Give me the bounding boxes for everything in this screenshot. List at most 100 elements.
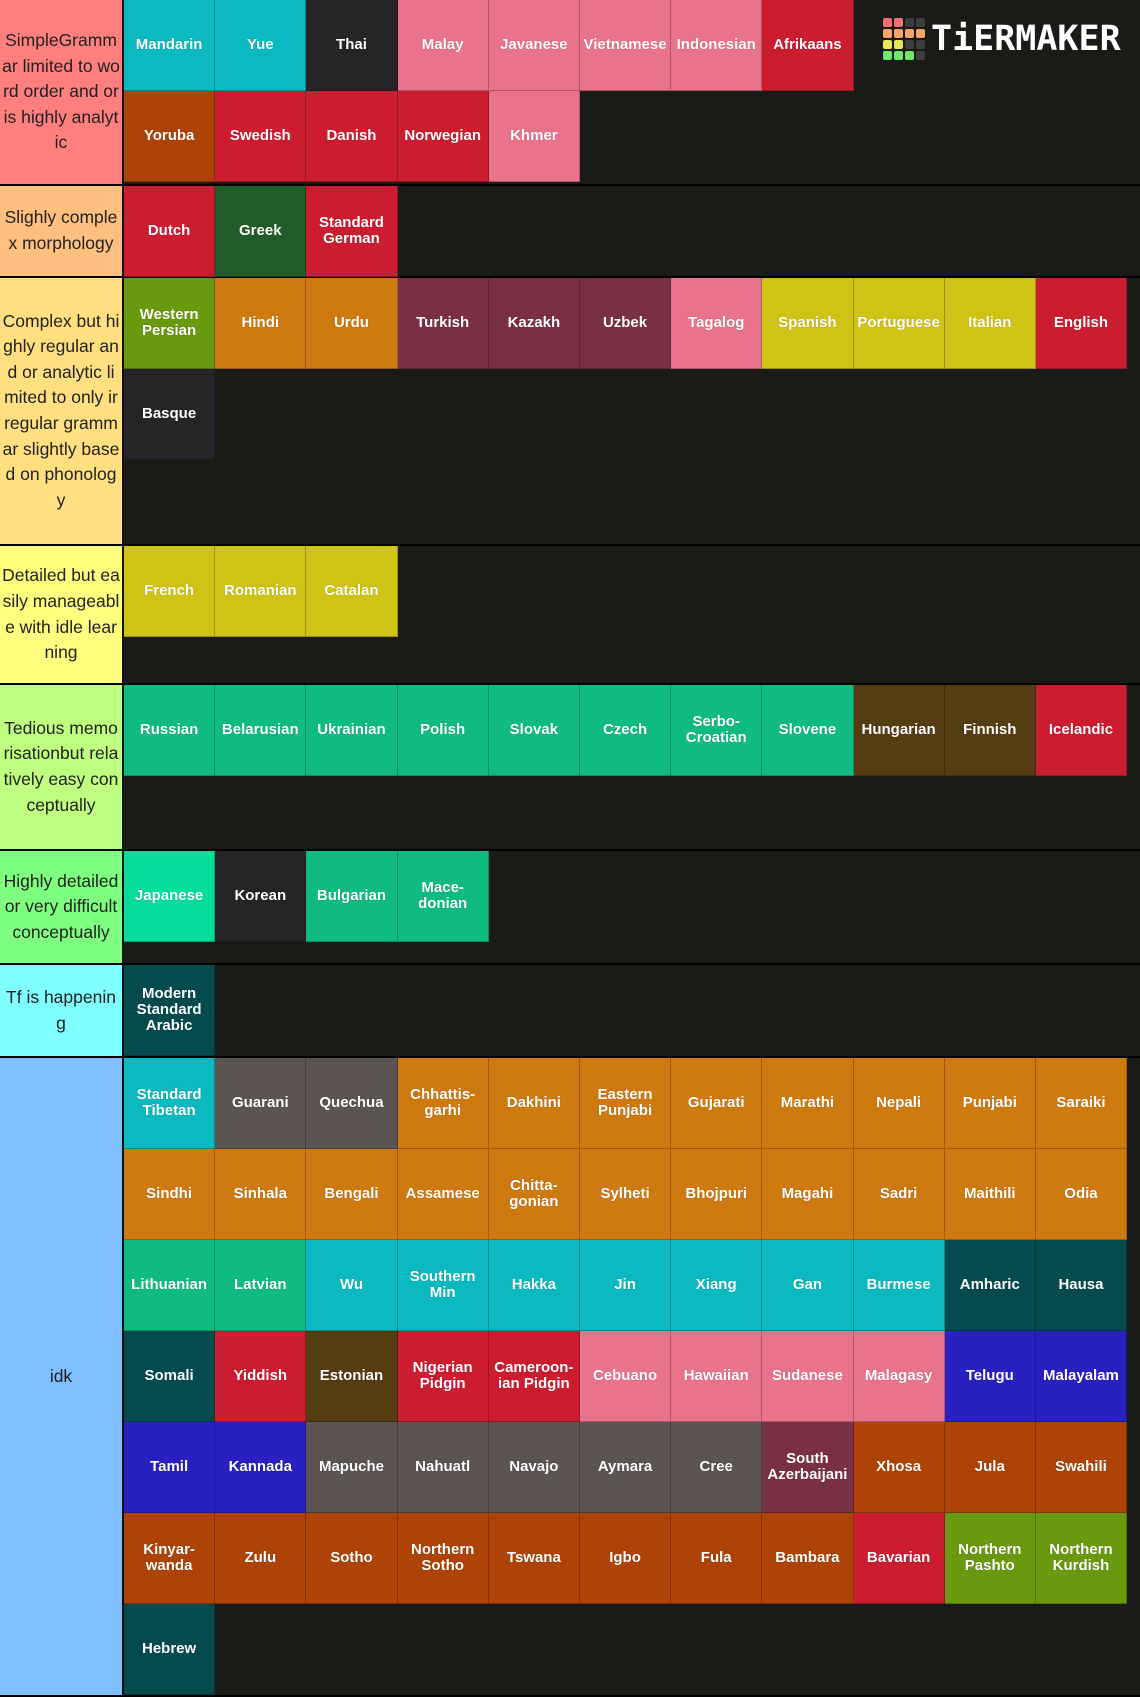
tier-item-tile[interactable]: Navajo — [488, 1422, 580, 1513]
tier-item-tile[interactable]: Icelandic — [1035, 685, 1128, 776]
tier-item-tile[interactable]: Bhojpuri — [671, 1149, 763, 1240]
tier-label[interactable]: SimpleGrammar limited to word order and … — [0, 0, 124, 184]
tier-item-tile[interactable]: Modern Standard Arabic — [124, 965, 216, 1056]
tier-label[interactable]: Detailed but easily manageable with idle… — [0, 546, 124, 683]
tier-item-tile[interactable]: Gan — [762, 1240, 854, 1331]
tier-item-tile[interactable]: Sindhi — [124, 1149, 216, 1240]
tier-item-tile[interactable]: Gujarati — [671, 1058, 763, 1149]
tier-item-tile[interactable]: Maithili — [944, 1149, 1036, 1240]
tier-item-tile[interactable]: Norwegian — [397, 91, 489, 182]
tier-item-tile[interactable]: Tamil — [124, 1422, 216, 1513]
tier-item-tile[interactable]: Guarani — [215, 1058, 307, 1149]
tier-item-tile[interactable]: Sinhala — [215, 1149, 307, 1240]
tier-item-tile[interactable]: Telugu — [944, 1331, 1036, 1422]
tier-item-tile[interactable]: Finnish — [944, 685, 1036, 776]
tier-item-tile[interactable]: Greek — [215, 186, 307, 277]
tier-item-tile[interactable]: Wu — [306, 1240, 398, 1331]
tier-item-tile[interactable]: Somali — [124, 1331, 216, 1422]
tier-item-tile[interactable]: Czech — [579, 685, 672, 776]
tier-item-tile[interactable]: Swahili — [1035, 1422, 1128, 1513]
tier-item-tile[interactable]: Yiddish — [215, 1331, 307, 1422]
tier-item-tile[interactable]: Cebuano — [579, 1331, 672, 1422]
tier-item-tile[interactable]: Yue — [215, 0, 307, 91]
tier-label[interactable]: Highly detailed or very difficult concep… — [0, 851, 124, 963]
tier-item-tile[interactable]: Dutch — [124, 186, 216, 277]
tier-item-tile[interactable]: Odia — [1035, 1149, 1128, 1240]
tier-item-tile[interactable]: Assamese — [397, 1149, 489, 1240]
tier-item-tile[interactable]: Kazakh — [488, 278, 580, 369]
tier-item-tile[interactable]: Swedish — [215, 91, 307, 182]
tier-item-tile[interactable]: English — [1035, 278, 1128, 369]
tier-item-tile[interactable]: Fula — [671, 1513, 763, 1604]
tier-item-tile[interactable]: Standard Tibetan — [124, 1058, 216, 1149]
tier-item-tile[interactable]: French — [124, 546, 216, 637]
tier-item-tile[interactable]: Urdu — [306, 278, 398, 369]
tier-item-tile[interactable]: Slovak — [488, 685, 580, 776]
tier-item-tile[interactable]: Hebrew — [124, 1604, 216, 1695]
tier-label[interactable]: Tf is happening — [0, 965, 124, 1056]
tier-item-tile[interactable]: Serbo-Croatian — [671, 685, 763, 776]
tier-item-tile[interactable]: Vietnamese — [579, 0, 672, 91]
tier-item-tile[interactable]: Khmer — [488, 91, 580, 182]
tier-item-tile[interactable]: Xiang — [671, 1240, 763, 1331]
tier-item-tile[interactable]: Eastern Punjabi — [579, 1058, 672, 1149]
tier-item-tile[interactable]: Quechua — [306, 1058, 398, 1149]
tier-item-tile[interactable]: Mace-donian — [397, 851, 489, 942]
tier-item-tile[interactable]: Hindi — [215, 278, 307, 369]
tier-label[interactable]: Slighly complex morphology — [0, 186, 124, 276]
tier-item-tile[interactable]: Afrikaans — [762, 0, 854, 91]
tier-item-tile[interactable]: Bavarian — [853, 1513, 945, 1604]
tier-item-tile[interactable]: Nigerian Pidgin — [397, 1331, 489, 1422]
tier-item-tile[interactable]: Aymara — [579, 1422, 672, 1513]
tier-item-tile[interactable]: Korean — [215, 851, 307, 942]
tier-item-tile[interactable]: Northern Sotho — [397, 1513, 489, 1604]
tier-label[interactable]: idk — [0, 1058, 124, 1695]
tier-item-tile[interactable]: Spanish — [762, 278, 854, 369]
tier-item-tile[interactable]: Bambara — [762, 1513, 854, 1604]
tier-item-tile[interactable]: Nahuatl — [397, 1422, 489, 1513]
tier-item-tile[interactable]: Polish — [397, 685, 489, 776]
tier-label[interactable]: Complex but highly regular and or analyt… — [0, 278, 124, 544]
tier-item-tile[interactable]: South Azerbaijani — [762, 1422, 854, 1513]
tier-item-tile[interactable]: Catalan — [306, 546, 398, 637]
tier-item-tile[interactable]: Italian — [944, 278, 1036, 369]
tier-item-tile[interactable]: Japanese — [124, 851, 216, 942]
tier-item-tile[interactable]: Tagalog — [671, 278, 763, 369]
tier-item-tile[interactable]: Saraiki — [1035, 1058, 1128, 1149]
tier-item-tile[interactable]: Turkish — [397, 278, 489, 369]
tier-item-tile[interactable]: Latvian — [215, 1240, 307, 1331]
tier-item-tile[interactable]: Southern Min — [397, 1240, 489, 1331]
tier-item-tile[interactable]: Russian — [124, 685, 216, 776]
tier-item-tile[interactable]: Uzbek — [579, 278, 672, 369]
tier-item-tile[interactable]: Chitta-gonian — [488, 1149, 580, 1240]
tier-item-tile[interactable]: Nepali — [853, 1058, 945, 1149]
tier-item-tile[interactable]: Kinyar-wanda — [124, 1513, 216, 1604]
tier-item-tile[interactable]: Basque — [124, 369, 216, 460]
tier-item-tile[interactable]: Kannada — [215, 1422, 307, 1513]
tier-item-tile[interactable]: Hakka — [488, 1240, 580, 1331]
tier-item-tile[interactable]: Chhattis-garhi — [397, 1058, 489, 1149]
tier-item-tile[interactable]: Lithuanian — [124, 1240, 216, 1331]
tier-item-tile[interactable]: Ukrainian — [306, 685, 398, 776]
tier-item-tile[interactable]: Estonian — [306, 1331, 398, 1422]
tier-item-tile[interactable]: Malagasy — [853, 1331, 945, 1422]
tier-item-tile[interactable]: Tswana — [488, 1513, 580, 1604]
tier-item-tile[interactable]: Sadri — [853, 1149, 945, 1240]
tier-item-tile[interactable]: Slovene — [762, 685, 854, 776]
tier-label[interactable]: Tedious memorisationbut relatively easy … — [0, 685, 124, 849]
tier-item-tile[interactable]: Punjabi — [944, 1058, 1036, 1149]
tier-item-tile[interactable]: Belarusian — [215, 685, 307, 776]
tier-item-tile[interactable]: Standard German — [306, 186, 398, 277]
tier-item-tile[interactable]: Javanese — [488, 0, 580, 91]
tier-item-tile[interactable]: Mandarin — [124, 0, 216, 91]
tier-item-tile[interactable]: Romanian — [215, 546, 307, 637]
tier-item-tile[interactable]: Malay — [397, 0, 489, 91]
tier-item-tile[interactable]: Indonesian — [671, 0, 763, 91]
tier-item-tile[interactable]: Cree — [671, 1422, 763, 1513]
tier-item-tile[interactable]: Hausa — [1035, 1240, 1128, 1331]
tier-item-tile[interactable]: Northern Kurdish — [1035, 1513, 1128, 1604]
tier-item-tile[interactable]: Zulu — [215, 1513, 307, 1604]
tier-item-tile[interactable]: Magahi — [762, 1149, 854, 1240]
tier-item-tile[interactable]: Cameroon-ian Pidgin — [488, 1331, 580, 1422]
tier-item-tile[interactable]: Marathi — [762, 1058, 854, 1149]
